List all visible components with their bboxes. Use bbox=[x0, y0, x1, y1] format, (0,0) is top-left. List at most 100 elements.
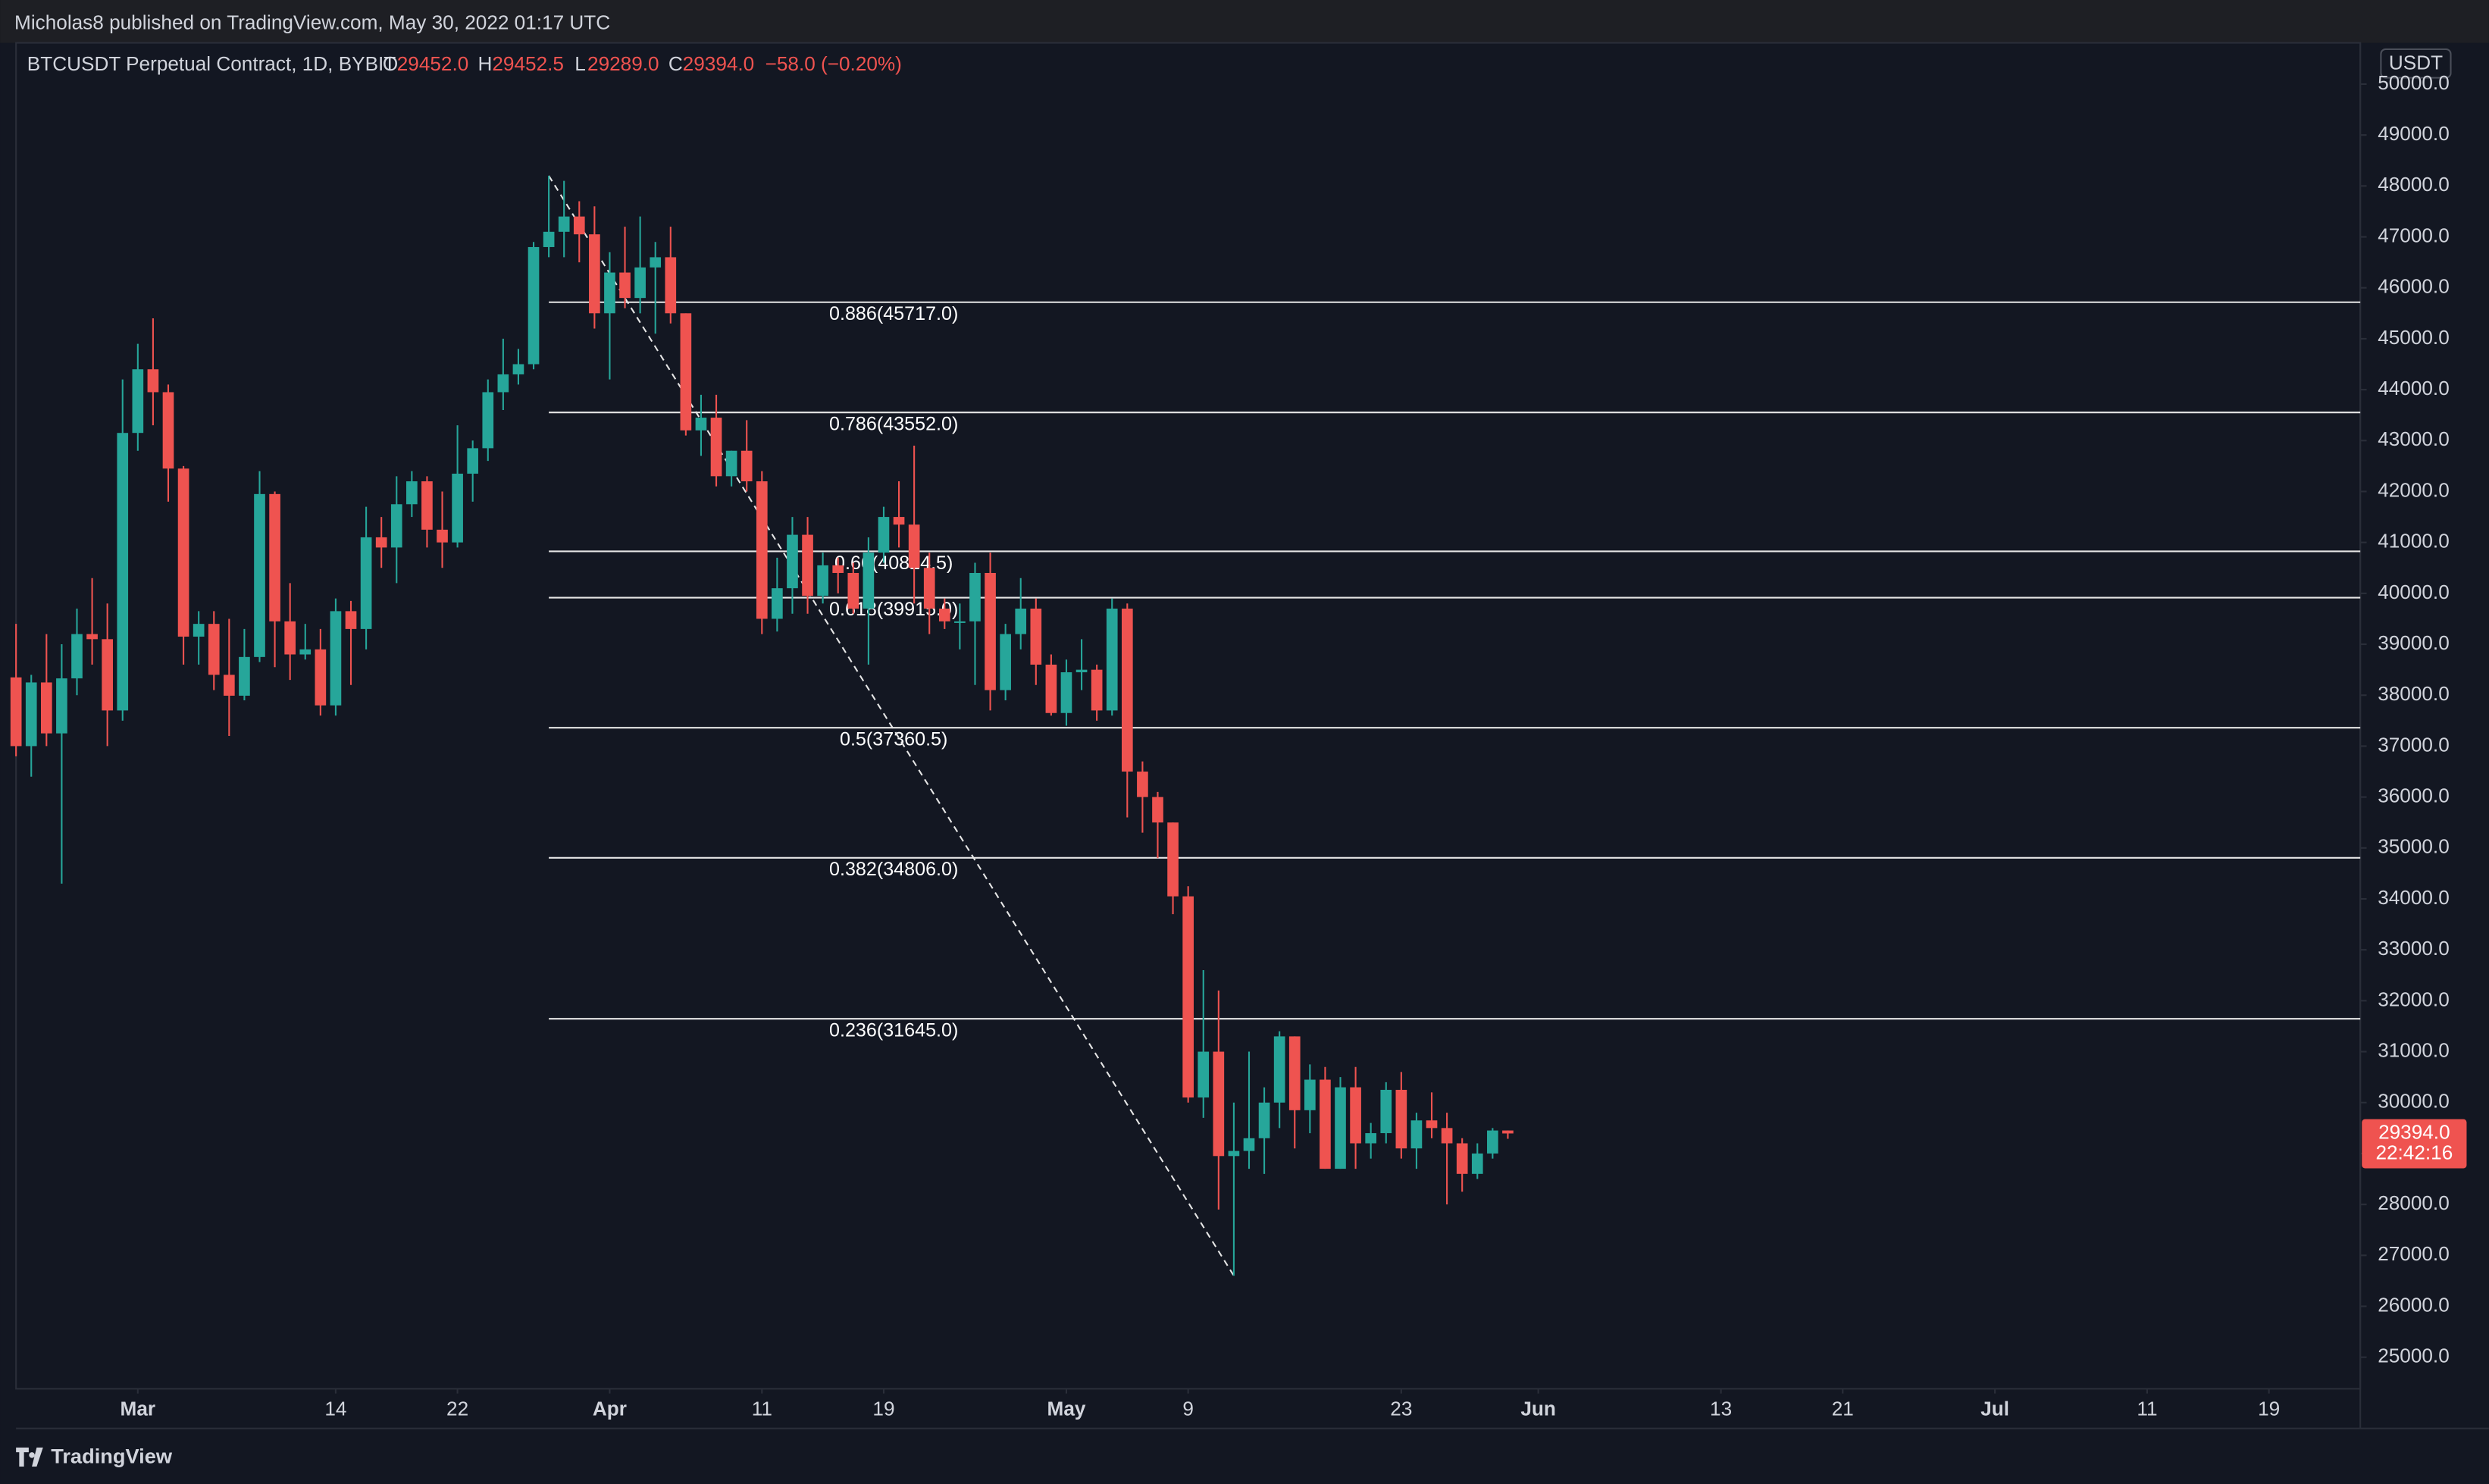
x-tick-label: 22 bbox=[446, 1398, 468, 1420]
candle-body bbox=[650, 257, 662, 268]
candle-body bbox=[1228, 1151, 1240, 1157]
candle-body bbox=[269, 493, 280, 621]
candle-body bbox=[1273, 1036, 1285, 1103]
countdown: 22:42:16 bbox=[2375, 1141, 2453, 1164]
x-tick-label: 11 bbox=[752, 1398, 772, 1420]
candle-body bbox=[1320, 1079, 1331, 1169]
candle-body bbox=[25, 682, 37, 747]
candle-body bbox=[482, 392, 494, 449]
candle-body bbox=[1060, 672, 1072, 713]
x-tick-label: 19 bbox=[872, 1398, 894, 1420]
x-tick-label: Mar bbox=[121, 1398, 156, 1420]
candle-body bbox=[1380, 1089, 1392, 1134]
candle-body bbox=[954, 621, 966, 623]
candle-body bbox=[665, 257, 677, 314]
y-tick-label: 40000.0 bbox=[2378, 581, 2450, 603]
candle-body bbox=[604, 272, 615, 314]
candle-body bbox=[1243, 1138, 1255, 1151]
y-tick-label: 28000.0 bbox=[2378, 1191, 2450, 1214]
fib-label: 0.66(40824.5) bbox=[834, 553, 953, 574]
y-tick-label: 37000.0 bbox=[2378, 733, 2450, 756]
candle-body bbox=[680, 313, 692, 430]
candle-body bbox=[573, 216, 585, 235]
y-tick-label: 36000.0 bbox=[2378, 784, 2450, 807]
candle-body bbox=[452, 473, 463, 543]
candle-body bbox=[117, 433, 129, 711]
y-tick-label: 25000.0 bbox=[2378, 1345, 2450, 1367]
candle-body bbox=[1441, 1128, 1453, 1144]
fib-label: 0.5(37360.5) bbox=[840, 729, 947, 750]
x-tick-label: Jul bbox=[1980, 1398, 2009, 1420]
candle-body bbox=[193, 624, 205, 637]
candle-body bbox=[1000, 634, 1011, 690]
legend-open-label: O bbox=[383, 52, 398, 75]
candle-body bbox=[695, 418, 707, 430]
y-tick-label: 31000.0 bbox=[2378, 1038, 2450, 1061]
currency-box bbox=[2380, 48, 2452, 79]
x-tick-label: 9 bbox=[1182, 1398, 1194, 1420]
candle-body bbox=[1198, 1051, 1210, 1098]
candle-body bbox=[1015, 609, 1027, 634]
candle-body bbox=[847, 572, 859, 609]
candle-body bbox=[56, 678, 67, 734]
candle-body bbox=[787, 534, 798, 589]
candle-body bbox=[923, 568, 935, 609]
header-bar bbox=[0, 0, 2489, 43]
candle-body bbox=[467, 448, 479, 474]
candle-body bbox=[589, 234, 600, 314]
candle-body bbox=[299, 649, 312, 655]
candle-body bbox=[1075, 669, 1088, 673]
candle-body bbox=[284, 621, 296, 655]
legend-change: −58.0 (−0.20%) bbox=[765, 52, 902, 75]
candle-body bbox=[832, 565, 844, 573]
logo-icon bbox=[16, 1447, 43, 1467]
candle-body bbox=[619, 272, 631, 299]
x-tick-label: 21 bbox=[1832, 1398, 1854, 1420]
candle-body bbox=[1335, 1087, 1346, 1169]
y-tick-label: 43000.0 bbox=[2378, 427, 2450, 450]
candle-body bbox=[177, 468, 189, 637]
y-tick-label: 46000.0 bbox=[2378, 275, 2450, 298]
x-tick-label: 23 bbox=[1390, 1398, 1412, 1420]
y-tick-label: 47000.0 bbox=[2378, 224, 2450, 246]
legend-high-label: H bbox=[478, 52, 493, 75]
legend-high: 29452.5 bbox=[492, 52, 564, 75]
legend-low-label: L bbox=[575, 52, 586, 75]
candle-body bbox=[345, 611, 357, 629]
logo bbox=[16, 1447, 43, 1467]
candle-body bbox=[528, 246, 540, 365]
symbol: BTCUSDT Perpetual Contract, 1D, BYBIT bbox=[27, 52, 396, 75]
candle-body bbox=[10, 677, 22, 747]
candle-body bbox=[1106, 609, 1118, 711]
candle-body bbox=[71, 634, 83, 679]
candle-body bbox=[878, 517, 890, 553]
candle-body bbox=[710, 418, 722, 477]
y-tick-label: 27000.0 bbox=[2378, 1242, 2450, 1265]
currency: USDT bbox=[2389, 52, 2443, 74]
y-tick-label: 34000.0 bbox=[2378, 886, 2450, 909]
candle-body bbox=[756, 481, 768, 619]
last-price-tag bbox=[2362, 1119, 2467, 1169]
legend-open: 29452.0 bbox=[397, 52, 469, 75]
candle-body bbox=[558, 216, 570, 232]
candle-body bbox=[863, 553, 875, 609]
candle-body bbox=[938, 609, 950, 621]
candle-body bbox=[1152, 797, 1163, 823]
trend-line bbox=[548, 175, 1235, 1276]
brand: TradingView bbox=[51, 1445, 173, 1468]
legend-low: 29289.0 bbox=[587, 52, 659, 75]
candle-body bbox=[1213, 1051, 1225, 1157]
candle-body bbox=[1288, 1036, 1301, 1110]
candle-body bbox=[802, 534, 813, 596]
candle-body bbox=[1502, 1130, 1514, 1134]
candle-body bbox=[421, 481, 433, 530]
candle-body bbox=[1410, 1120, 1423, 1149]
candle-body bbox=[1258, 1102, 1270, 1138]
x-tick-label: 14 bbox=[324, 1398, 346, 1420]
y-tick-label: 33000.0 bbox=[2378, 937, 2450, 960]
candle-body bbox=[1456, 1143, 1468, 1174]
x-tick-label: 19 bbox=[2258, 1398, 2280, 1420]
candle-body bbox=[315, 649, 327, 706]
candle-body bbox=[406, 481, 418, 505]
candle-body bbox=[497, 374, 509, 393]
